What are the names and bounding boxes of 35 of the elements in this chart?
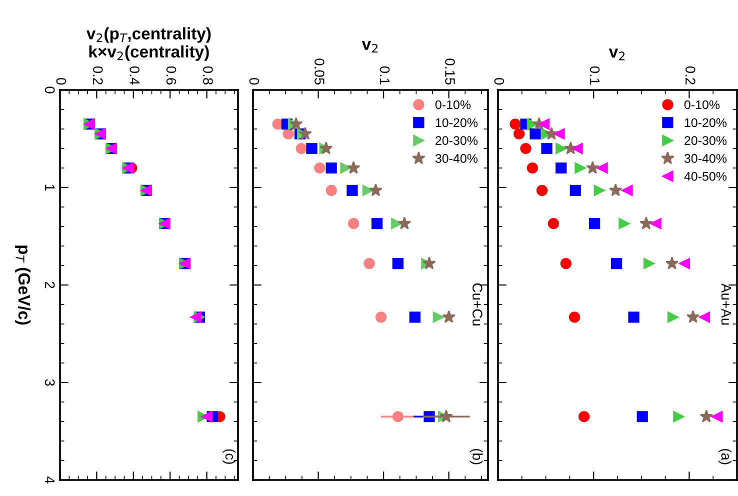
y-tick-label: 2 bbox=[45, 282, 55, 288]
legend-label: 10-20% bbox=[436, 118, 478, 128]
x-tick-label: 0.2 bbox=[92, 66, 103, 84]
x-tick-label: 0 bbox=[494, 78, 504, 85]
legend-label: 20-30% bbox=[436, 136, 478, 145]
annotation: (b) bbox=[470, 448, 483, 464]
x-tick-label: 0.15 bbox=[445, 58, 455, 85]
x-axis-title: v$_{2}$ bbox=[608, 48, 625, 60]
x-tick-label: 0.05 bbox=[314, 58, 324, 85]
legend-label: 30-40% bbox=[435, 154, 478, 163]
legend-label: 10-20% bbox=[684, 118, 727, 128]
x-tick-label: 0.1 bbox=[590, 66, 600, 84]
x-tick-label: 0.8 bbox=[203, 66, 213, 85]
annotation: Au+Au bbox=[721, 283, 732, 325]
annotation: (a) bbox=[718, 448, 732, 464]
x-axis-title: v$_{2}$ bbox=[362, 40, 378, 52]
legend-label: 0-10% bbox=[684, 100, 720, 110]
x-axis-title: v$_{2}$(p$_{T}$,centrality) k×v$_{2}$(centrality) bbox=[86, 27, 211, 61]
annotation: Cu+Cu bbox=[472, 283, 482, 326]
x-tick-label: 0.2 bbox=[685, 66, 696, 84]
legend-label: 20-30% bbox=[684, 136, 727, 145]
annotation: (c) bbox=[222, 449, 236, 464]
x-tick-label: 0 bbox=[56, 78, 66, 85]
legend-label: 30-40% bbox=[684, 154, 727, 163]
x-tick-label: 0.4 bbox=[130, 66, 140, 85]
y-axis-title: p$_{T}$ (GeV/c) bbox=[15, 246, 31, 325]
x-tick-label: 0.6 bbox=[166, 66, 176, 85]
legend-label: 0-10% bbox=[435, 100, 471, 110]
y-tick-label: 4 bbox=[45, 476, 55, 484]
legend-label: 40-50% bbox=[684, 172, 727, 181]
y-tick-label: 3 bbox=[44, 379, 55, 386]
y-tick-label: 1 bbox=[45, 184, 55, 191]
y-tick-label: 0 bbox=[44, 86, 55, 94]
x-tick-label: 0 bbox=[249, 78, 260, 85]
x-tick-label: 0.1 bbox=[380, 66, 390, 84]
